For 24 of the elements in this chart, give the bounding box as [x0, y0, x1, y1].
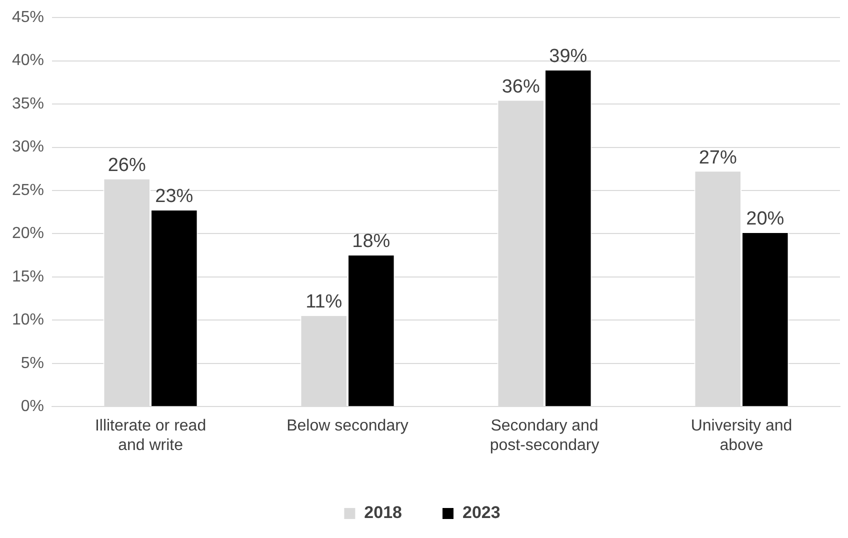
- y-tick-label: 40%: [12, 52, 44, 70]
- data-label: 26%: [108, 155, 146, 176]
- data-label: 39%: [549, 46, 588, 68]
- y-tick-label: 25%: [12, 182, 44, 199]
- y-tick-label: 15%: [12, 268, 44, 286]
- y-tick-label: 20%: [12, 225, 44, 242]
- data-label: 27%: [698, 147, 737, 168]
- data-label: 20%: [746, 208, 784, 230]
- data-label: 36%: [502, 76, 540, 98]
- y-tick-label: 5%: [20, 354, 44, 372]
- data-label: 11%: [306, 292, 342, 313]
- legend-label: 2018: [364, 503, 402, 522]
- x-tick-label: Secondary and post-secondary: [490, 418, 600, 454]
- x-tick-label: Below secondary: [286, 418, 408, 435]
- y-tick-label: 10%: [12, 312, 44, 329]
- y-tick-label: 0%: [20, 398, 44, 416]
- y-tick-label: 30%: [12, 138, 44, 156]
- x-tick-label: University and above: [690, 418, 792, 454]
- y-tick-label: 45%: [12, 9, 44, 26]
- data-label: 23%: [155, 186, 194, 208]
- legend-label: 2023: [462, 503, 500, 522]
- data-label: 18%: [352, 231, 390, 252]
- x-tick-label: Illiterate or read and write: [94, 418, 206, 454]
- y-tick-label: 35%: [12, 95, 44, 112]
